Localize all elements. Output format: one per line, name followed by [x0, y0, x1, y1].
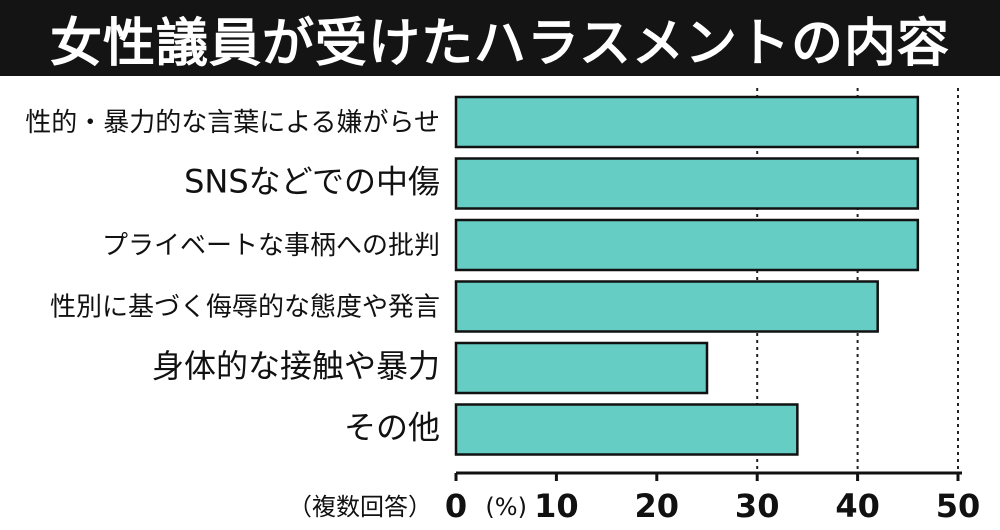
- chart-title-bar: 女性議員が受けたハラスメントの内容: [0, 0, 1000, 76]
- bar-3: [454, 280, 879, 333]
- grid-lines: [756, 88, 959, 473]
- x-tick-label-20: 20: [635, 487, 680, 525]
- category-label-0: 性的・暴力的な言葉による嫌がらせ: [25, 108, 440, 138]
- category-label-2: プライベートな事柄への批判: [102, 231, 440, 261]
- bar-0: [454, 95, 920, 149]
- category-label-3: 性別に基づく侮辱的な態度や発言: [50, 293, 440, 323]
- category-label-1: SNSなどでの中傷: [184, 163, 440, 201]
- multiple-answers-note: （複数回答）: [288, 493, 432, 521]
- category-labels: 性的・暴力的な言葉による嫌がらせ SNSなどでの中傷プライベートな事柄への批判性別…: [25, 108, 440, 447]
- bar-4: [454, 341, 709, 395]
- bar-2: [454, 218, 920, 272]
- unit-label: (%): [485, 493, 527, 521]
- x-tick-label-40: 40: [835, 487, 880, 525]
- bar-1: [454, 157, 920, 210]
- category-label-5: その他: [344, 409, 440, 447]
- bars: [454, 95, 920, 456]
- x-tick-label-10: 10: [534, 487, 579, 525]
- x-tick-label-0: 0: [445, 487, 467, 525]
- bar-5: [454, 403, 799, 456]
- x-tick-label-30: 30: [735, 487, 780, 525]
- category-label-4: 身体的な接触や暴力: [152, 347, 440, 385]
- chart-title: 女性議員が受けたハラスメントの内容: [50, 13, 950, 74]
- x-tick-label-50: 50: [936, 487, 981, 525]
- x-axis: 0 10 20 30 40 50 (%) （複数回答）: [288, 471, 981, 525]
